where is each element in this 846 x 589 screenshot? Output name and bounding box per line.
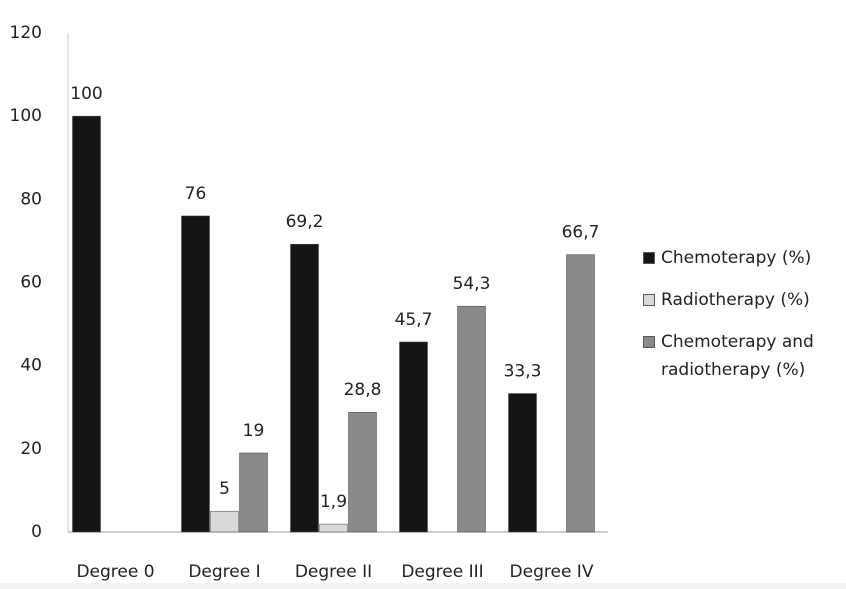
x-tick-label: Degree I	[188, 562, 260, 582]
data-label: 76	[185, 184, 207, 204]
bar	[181, 215, 210, 533]
data-label: 1,9	[320, 492, 347, 512]
legend-item: Chemoterapy and radiotherapy (%)	[643, 328, 843, 384]
legend-item: Radiotherapy (%)	[643, 286, 843, 314]
bar	[566, 254, 595, 533]
legend: Chemoterapy (%) Radiotherapy (%) Chemotera…	[643, 244, 843, 398]
data-label: 66,7	[562, 223, 600, 243]
legend-label: Radiotherapy (%)	[661, 290, 810, 310]
y-tick-label: 20	[20, 439, 42, 459]
x-tick-label: Degree III	[401, 562, 483, 582]
bar	[290, 243, 319, 533]
bar	[319, 523, 348, 533]
bar	[457, 305, 486, 533]
data-label: 45,7	[395, 310, 433, 330]
bar	[348, 411, 377, 533]
data-label: 100	[70, 84, 102, 104]
data-label: 28,8	[344, 380, 382, 400]
bar	[239, 452, 268, 533]
y-tick-label: 40	[20, 356, 42, 376]
legend-label: Chemoterapy (%)	[661, 248, 812, 268]
legend-label: Chemoterapy and radiotherapy (%)	[661, 332, 814, 380]
data-label: 54,3	[453, 274, 491, 294]
legend-item: Chemoterapy (%)	[643, 244, 843, 272]
bar	[210, 510, 239, 533]
data-label: 33,3	[504, 362, 542, 382]
x-tick-label: Degree IV	[510, 562, 594, 582]
legend-swatch	[643, 336, 655, 348]
data-label: 69,2	[286, 212, 324, 232]
legend-swatch	[643, 252, 655, 264]
bar	[399, 341, 428, 533]
data-label: 19	[243, 421, 265, 441]
legend-swatch	[643, 294, 655, 306]
data-label: 5	[219, 479, 230, 499]
bar	[72, 115, 101, 533]
y-tick-label: 80	[20, 189, 42, 209]
y-tick-label: 120	[10, 23, 42, 43]
x-tick-label: Degree 0	[76, 562, 154, 582]
y-tick-label: 0	[31, 522, 42, 542]
x-tick-label: Degree II	[295, 562, 372, 582]
bar	[508, 393, 537, 533]
bottom-strip	[0, 583, 846, 589]
y-tick-label: 100	[10, 106, 42, 126]
y-tick-label: 60	[20, 273, 42, 293]
